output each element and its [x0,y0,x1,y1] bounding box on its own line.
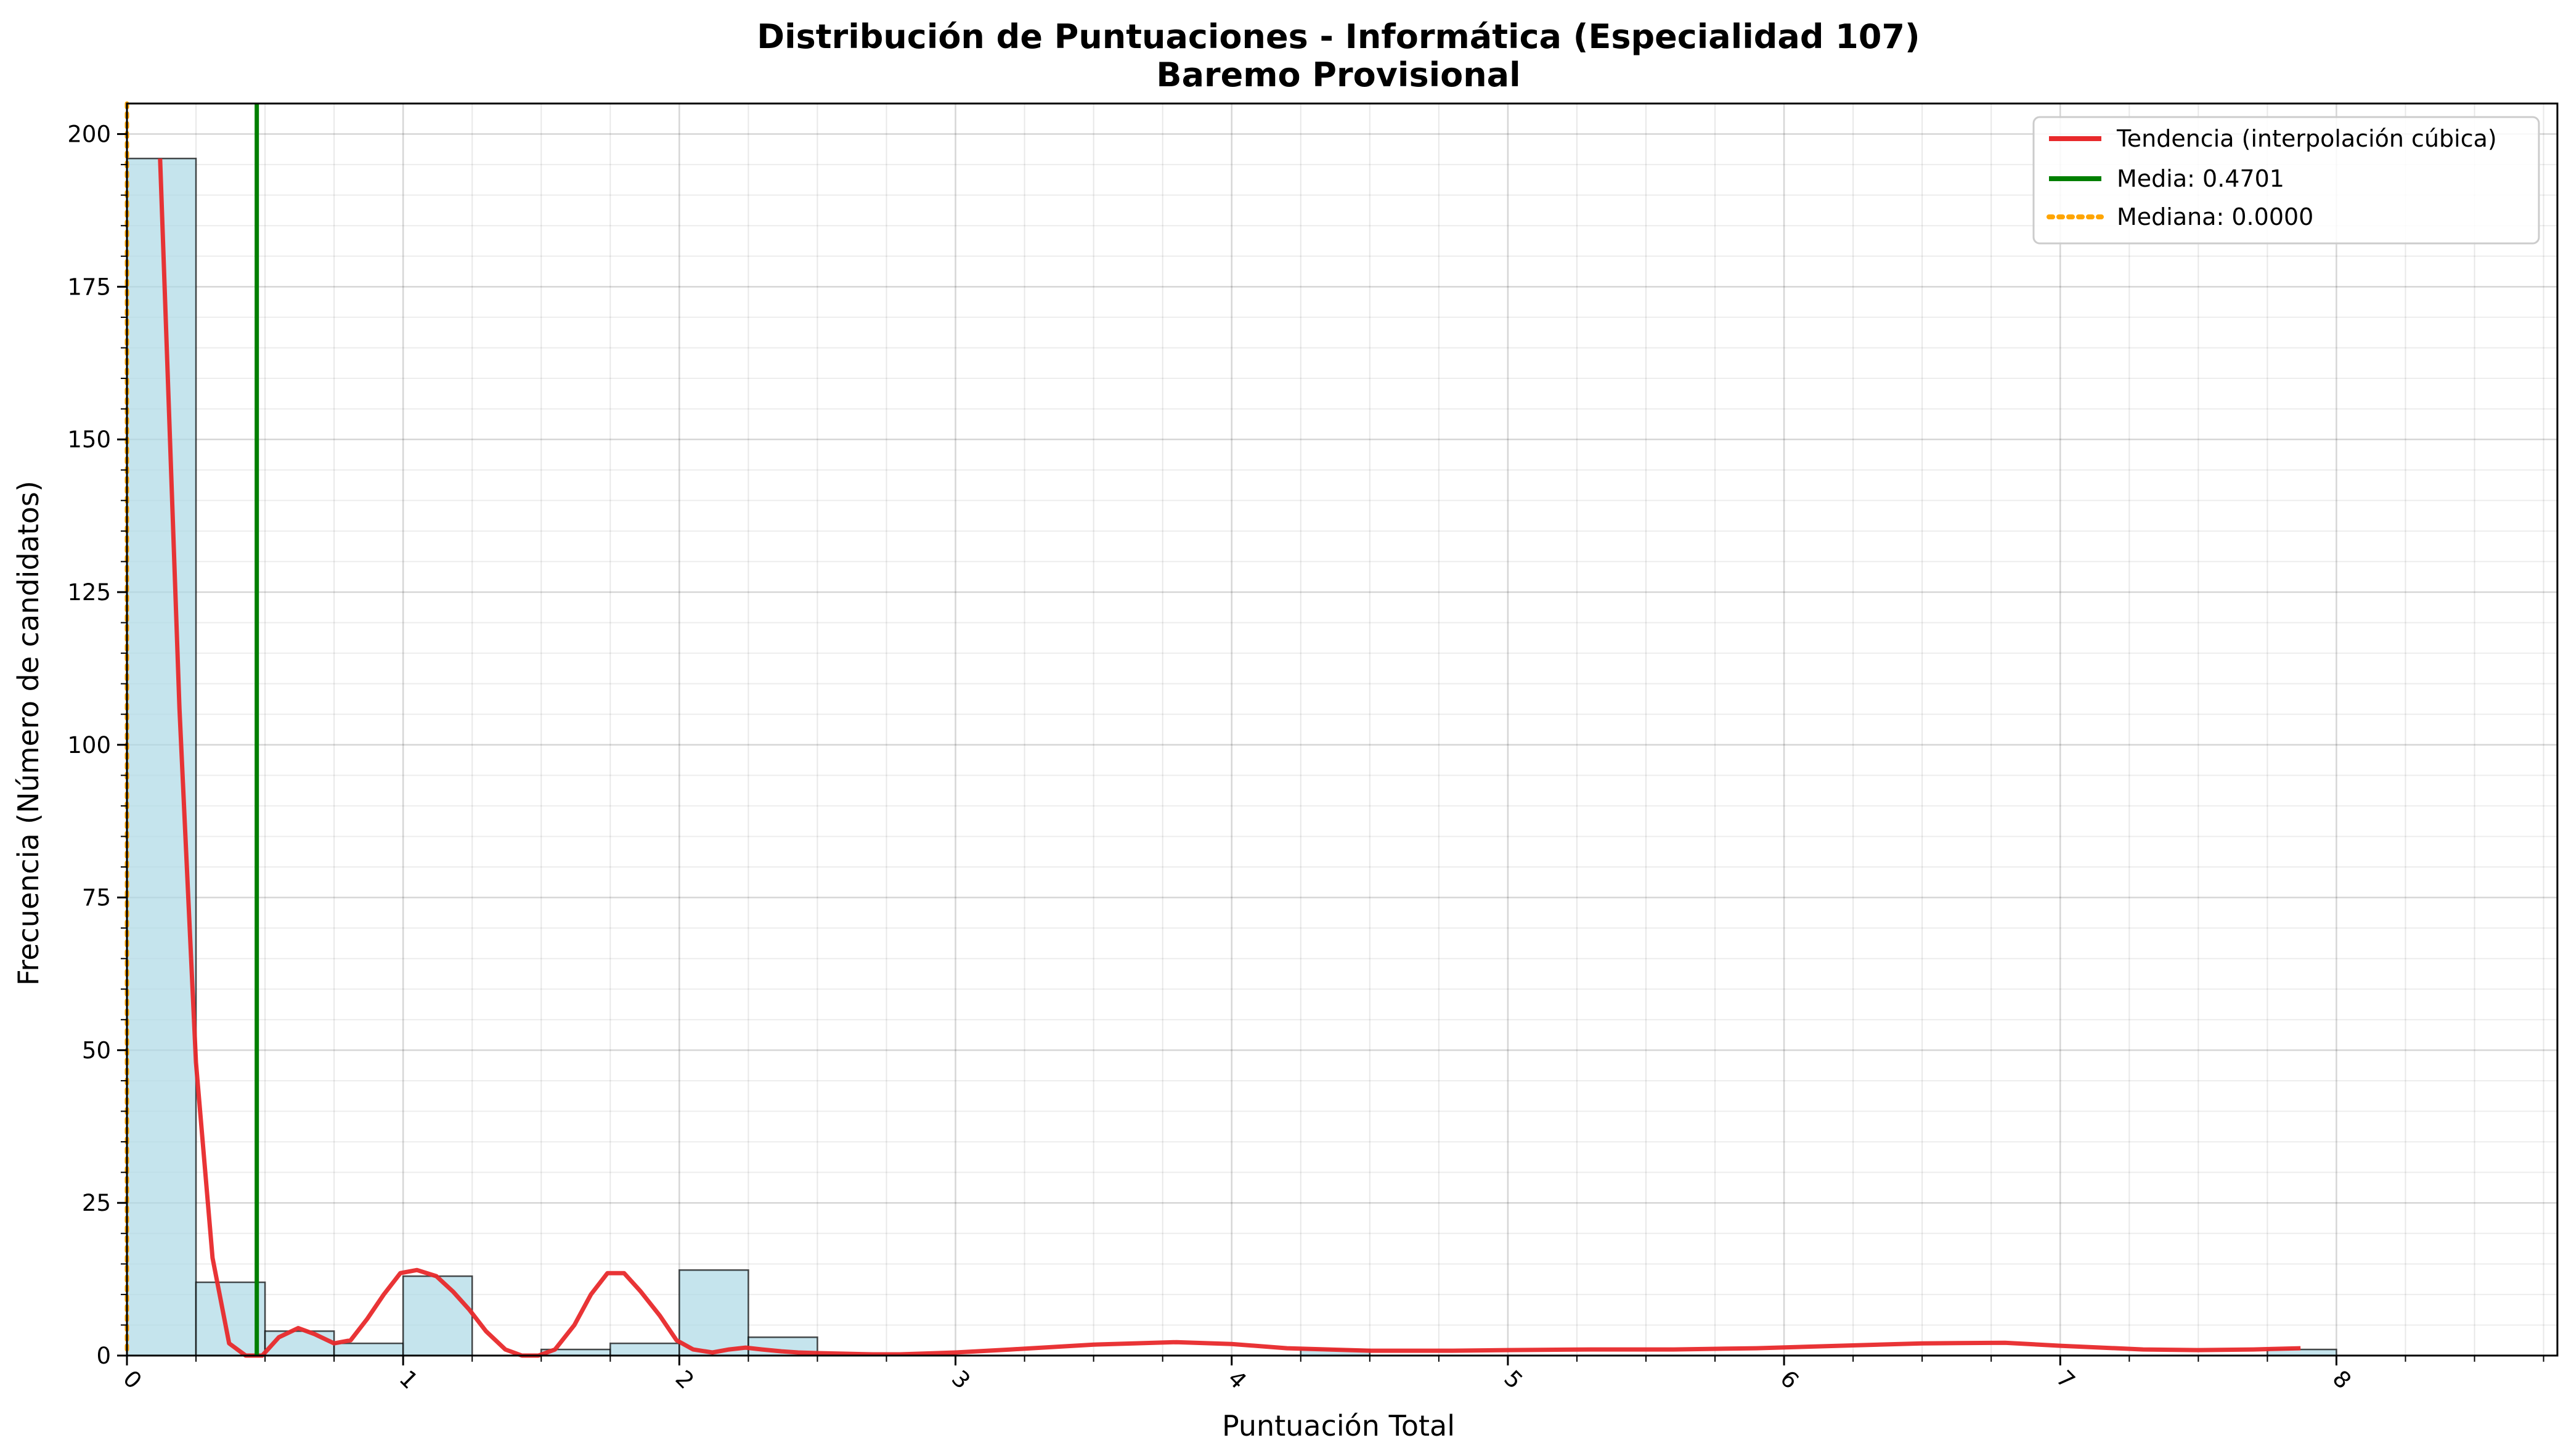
y-tick-label: 200 [67,121,111,148]
y-tick-label: 175 [67,274,111,300]
trend-line [158,158,2301,1358]
legend-label-trend: Tendencia (interpolación cúbica) [2116,125,2497,152]
chart-subtitle: Baremo Provisional [1156,55,1520,94]
x-axis-label: Puntuación Total [1222,1409,1455,1442]
histogram-bar [402,1275,473,1357]
histogram-bars [126,157,2337,1357]
y-tick-label: 150 [67,426,111,453]
y-tick-label: 50 [82,1037,111,1064]
y-axis-label: Frecuencia (Número de candidatos) [12,481,45,986]
legend-label-mean: Media: 0.4701 [2117,165,2284,192]
plot-area-frame [126,102,2559,1357]
legend-box [2032,116,2540,245]
y-tick-label: 100 [67,732,111,759]
histogram-bar [126,157,197,1357]
histogram-bar [333,1342,404,1357]
legend: Tendencia (interpolación cúbica) Media: … [2032,116,2540,245]
histogram-bar [678,1269,749,1357]
y-tick-label: 25 [82,1190,111,1216]
legend-label-median: Mediana: 0.0000 [2117,203,2313,230]
y-tick-label: 0 [96,1343,111,1369]
chart-title: Distribución de Puntuaciones - Informáti… [757,17,1920,56]
grid [126,104,2557,1357]
y-tick-label: 125 [67,579,111,606]
y-tick-label: 75 [82,885,111,911]
histogram-bar [609,1342,680,1357]
